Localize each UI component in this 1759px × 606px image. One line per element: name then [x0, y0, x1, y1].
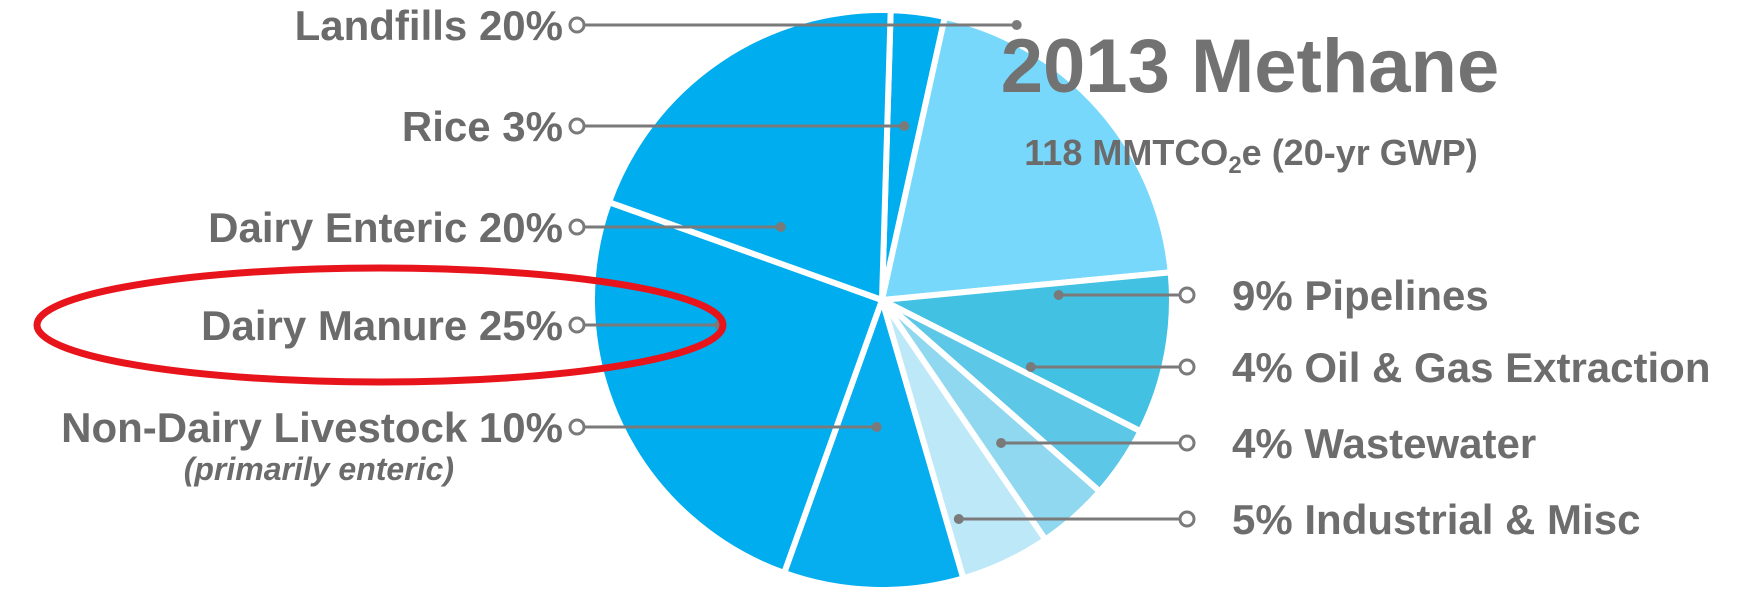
leader-dot [1011, 20, 1022, 30]
slice-label: Rice 3% [402, 103, 563, 150]
dairy-manure-highlight-ellipse [33, 264, 727, 386]
slice-label: Dairy Enteric 20% [208, 204, 563, 251]
leader-ring [568, 218, 586, 236]
pie-slice [605, 7, 894, 305]
leader-dot [871, 422, 882, 432]
slice-label: Non-Dairy Livestock 10% [61, 404, 563, 451]
leader-ring [568, 117, 586, 135]
leader-dot [1053, 290, 1064, 300]
slice-label: Dairy Manure 25% [201, 302, 563, 349]
leader-dot [996, 438, 1007, 448]
leader-ring [1178, 286, 1196, 304]
chart-title: 2013 Methane [1001, 24, 1499, 109]
leader-dot [1025, 362, 1036, 372]
slice-label: Landfills 20% [295, 2, 563, 49]
leader-ring [1178, 510, 1196, 528]
leader-ring [1178, 434, 1196, 452]
pie-slice [871, 269, 1175, 436]
leader-ring [1178, 358, 1196, 376]
slice-note: (primarily enteric) [184, 451, 454, 487]
slice-labels: Rice 3% Landfills 20% 9% Pipelines 4% Oil &… [61, 2, 1710, 543]
leader-dot [899, 121, 910, 131]
slice-label: 9% Pipelines [1232, 272, 1489, 319]
leader-ring [568, 418, 586, 436]
chart-subtitle: 118 MMTCO2e (20-yr GWP) [1024, 132, 1477, 179]
slice-label: 5% Industrial & Misc [1232, 496, 1640, 543]
leader-dot [775, 222, 786, 232]
leader-ring [568, 16, 586, 34]
pie-slice [780, 290, 968, 593]
slice-label: 4% Oil & Gas Extraction [1232, 344, 1711, 391]
slice-label: 4% Wastewater [1232, 420, 1536, 467]
leader-ring [568, 316, 586, 334]
pie-slices [589, 7, 1175, 593]
leader-lines [568, 16, 1196, 528]
pie-slice [878, 13, 1174, 304]
leader-dot [953, 514, 964, 524]
